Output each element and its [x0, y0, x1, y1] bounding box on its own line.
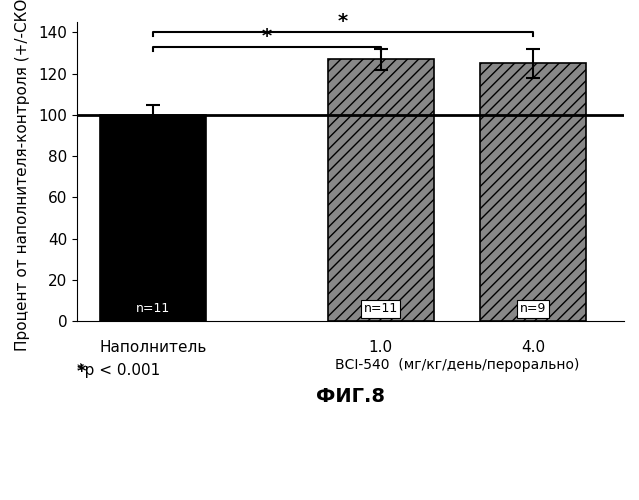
- Text: *: *: [77, 363, 86, 381]
- Text: Наполнитель: Наполнитель: [99, 340, 206, 355]
- Text: *p < 0.001: *p < 0.001: [77, 363, 160, 378]
- Text: ВСІ-540  (мг/кг/день/перорально): ВСІ-540 (мг/кг/день/перорально): [335, 358, 579, 372]
- Text: 4.0: 4.0: [521, 340, 545, 355]
- Text: 1.0: 1.0: [369, 340, 393, 355]
- Bar: [480, 64, 586, 322]
- Text: ФИГ.8: ФИГ.8: [316, 387, 385, 406]
- Text: *: *: [338, 12, 348, 32]
- Text: *: *: [262, 27, 272, 46]
- Text: n=11: n=11: [135, 302, 170, 315]
- Text: n=11: n=11: [364, 302, 398, 315]
- Bar: [328, 59, 434, 322]
- Text: n=9: n=9: [520, 302, 546, 315]
- Bar: [100, 115, 206, 322]
- Y-axis label: Процент от наполнителя-контроля (+/-СКО): Процент от наполнителя-контроля (+/-СКО): [15, 0, 30, 351]
